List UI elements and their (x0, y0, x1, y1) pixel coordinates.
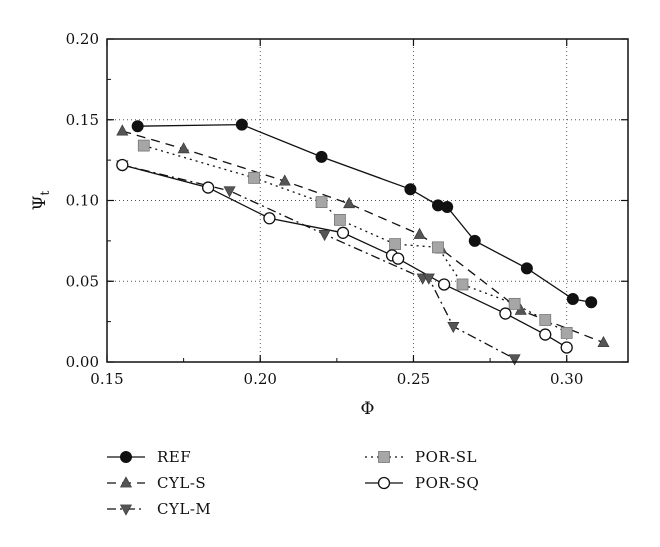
legend-label-cyl-m: CYL-M (157, 500, 211, 518)
legend-label-ref: REF (157, 448, 191, 466)
legend-label-por-sq: POR-SQ (415, 474, 479, 492)
legend-label-cyl-s: CYL-S (157, 474, 206, 492)
data-point-cyl-m (508, 354, 521, 366)
data-point-por-sl (539, 314, 552, 326)
data-point-por-sq (560, 341, 573, 354)
legend: REF CYL-S CYL-M POR-SL POR-SQ (107, 448, 479, 518)
y-axis-title-main: Ψ (30, 195, 50, 210)
data-point-por-sl (389, 238, 401, 251)
data-point-ref (441, 200, 454, 213)
data-point-ref (468, 234, 481, 247)
data-point-por-sq (391, 252, 405, 265)
series-line-cyl-s (122, 130, 604, 344)
data-point-por-sq (263, 212, 276, 225)
data-point-por-sq (201, 181, 215, 194)
y-tick-label: 0.15 (66, 111, 99, 129)
legend-marker-cyl-s (119, 476, 133, 488)
data-point-por-sl (560, 327, 573, 339)
y-tick-label: 0.05 (66, 272, 99, 290)
data-point-por-sl (334, 213, 346, 226)
data-point-por-sq (437, 278, 451, 291)
data-point-cyl-m (223, 186, 236, 198)
data-point-por-sl (248, 171, 261, 184)
data-point-por-sq (499, 307, 512, 320)
data-markers (116, 118, 610, 366)
data-point-ref (404, 183, 417, 196)
legend-label-por-sl: POR-SL (415, 448, 477, 466)
series-line-ref (137, 123, 592, 303)
data-point-ref (131, 120, 144, 133)
legend-item-por-sq: POR-SQ (365, 474, 479, 492)
data-point-cyl-s (343, 197, 356, 209)
data-point-por-sl (137, 139, 150, 152)
data-point-ref (566, 293, 579, 306)
y-axis-title-subscript: t (38, 190, 52, 195)
data-point-ref (235, 118, 248, 131)
legend-marker-por-sl (378, 451, 390, 463)
series-line-por-sl (143, 144, 568, 334)
data-point-por-sq (336, 226, 350, 239)
data-point-ref (315, 150, 328, 163)
legend-item-cyl-m: CYL-M (107, 500, 211, 518)
data-point-por-sq (116, 158, 129, 172)
data-point-ref (585, 296, 598, 309)
x-axis-title: Φ (361, 399, 375, 419)
data-point-cyl-s (116, 124, 129, 136)
legend-item-por-sl: POR-SL (365, 448, 477, 466)
series-lines (122, 123, 604, 360)
legend-marker-ref (120, 451, 132, 463)
data-point-por-sl (315, 196, 328, 209)
y-tick-label: 0.10 (66, 192, 99, 210)
legend-item-ref: REF (107, 448, 191, 466)
legend-marker-por-sq (377, 476, 391, 490)
data-point-cyl-m (447, 322, 460, 334)
series-line-cyl-m (122, 164, 515, 360)
x-tick-label: 0.30 (550, 370, 583, 388)
data-point-por-sl (456, 278, 469, 291)
legend-item-cyl-s: CYL-S (107, 474, 206, 492)
data-point-cyl-s (597, 335, 610, 348)
data-point-por-sq (539, 328, 552, 341)
data-point-por-sl (508, 297, 521, 310)
x-tick-label: 0.20 (244, 370, 277, 388)
data-point-cyl-s (177, 142, 190, 154)
legend-marker-cyl-m (119, 504, 133, 516)
y-tick-label: 0.00 (66, 353, 99, 371)
data-point-cyl-s (278, 174, 291, 186)
x-tick-label: 0.15 (90, 370, 123, 388)
gridlines (107, 39, 628, 362)
y-tick-label: 0.20 (66, 30, 99, 48)
data-point-cyl-m (318, 229, 331, 242)
data-point-ref (520, 262, 533, 275)
axis-ticks: 0.15 0.20 0.25 0.30 0.00 0.05 0.10 0.15 0.20 (66, 30, 628, 388)
data-point-cyl-m (422, 273, 435, 285)
data-point-cyl-s (413, 227, 426, 239)
y-axis-title: Ψt (30, 190, 52, 210)
data-point-por-sl (432, 241, 444, 254)
x-tick-label: 0.25 (397, 370, 430, 388)
series-line-por-sq (122, 164, 568, 349)
